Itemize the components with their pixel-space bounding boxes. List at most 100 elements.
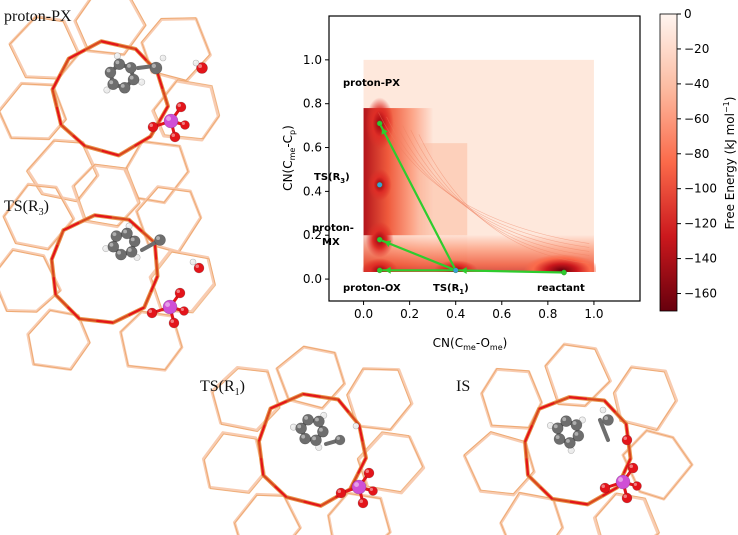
hydrogen-atom-highlight	[291, 424, 294, 428]
colorbar-tick-label: −80	[684, 147, 709, 161]
colorbar-tick-label: −140	[684, 252, 717, 266]
hydrogen-atom-highlight	[160, 55, 163, 58]
oxygen-atom-highlight	[359, 499, 363, 503]
framework-ring	[613, 365, 679, 432]
carbon-atom-highlight	[115, 60, 120, 65]
carbon-atom-highlight	[562, 417, 567, 422]
oxygen-atom	[627, 462, 639, 474]
channel-bond	[52, 277, 57, 295]
oxygen-atom	[368, 486, 378, 496]
framework-ring-shadow	[346, 368, 412, 431]
hydrogen-atom-highlight	[139, 79, 142, 83]
channel-bond	[525, 458, 530, 476]
oxygen-atom-highlight	[198, 64, 202, 68]
landmark-point	[376, 267, 383, 274]
carbon-atom-highlight	[127, 63, 131, 68]
framework-ring	[151, 79, 220, 142]
x-tick-label: 0.6	[492, 307, 511, 321]
channel-bond	[50, 244, 59, 260]
framework-ring	[201, 431, 266, 494]
oxygen-atom	[146, 307, 158, 319]
hydrogen-atom	[599, 406, 607, 414]
x-axis-ticks: 0.0 0.2 0.4 0.6 0.8 1.0	[354, 301, 603, 321]
bond	[598, 418, 610, 442]
y-tick-label: 0.8	[303, 97, 322, 111]
channel-bond	[569, 500, 588, 506]
framework-ring-shadow	[212, 368, 281, 433]
carbon-atom-highlight	[604, 416, 608, 421]
oxygen-atom-highlight	[337, 489, 341, 493]
hydrogen-atom-highlight	[190, 259, 193, 263]
oxygen-atom-highlight	[369, 487, 373, 491]
heatmap-well-reactant	[523, 254, 596, 272]
carbon-atom	[113, 58, 126, 71]
y-tick-label: 1.0	[303, 53, 322, 67]
channel-bond	[538, 401, 555, 410]
carbon-atom-highlight	[566, 438, 570, 443]
panel-label-proton-px: proton-PX	[4, 8, 72, 25]
oxygen-atom	[335, 487, 347, 499]
channel-bond	[357, 457, 367, 475]
aluminum-atom	[163, 113, 179, 129]
channel-bond	[259, 458, 265, 476]
carbon-atom-highlight	[315, 417, 319, 422]
oxygen-atom-highlight	[629, 464, 633, 468]
structure-is	[462, 342, 694, 535]
carbon-atom-highlight	[156, 236, 160, 240]
colorbar-tick-label: −40	[684, 77, 709, 91]
oxygen-atom	[175, 101, 187, 113]
carbon-atom	[551, 422, 564, 434]
path-arrowhead	[384, 266, 391, 274]
hydrogen-atom	[189, 258, 197, 266]
oxygen-atom-highlight	[180, 307, 184, 311]
carbon-atom	[313, 415, 325, 428]
framework-ring	[71, 163, 141, 229]
oxygen-atom	[363, 467, 375, 479]
landmark-point	[376, 236, 383, 243]
channel-bond	[539, 486, 554, 500]
channel-bond	[158, 105, 169, 122]
y-tick-label: 0.4	[303, 184, 322, 198]
carbon-atom	[128, 235, 141, 248]
oxygen-atom-highlight	[171, 133, 175, 137]
hydrogen-atom-highlight	[353, 423, 357, 427]
channel-bond	[94, 214, 112, 219]
oxygen-atom	[168, 317, 180, 329]
framework-ring-shadow	[622, 430, 693, 500]
hydrogen-atom-highlight	[104, 87, 107, 90]
oxygen-atom-highlight	[177, 103, 181, 107]
oxygen-atom-highlight	[148, 309, 152, 313]
x-tick-label: 0.4	[446, 307, 465, 321]
landmark-point	[452, 267, 459, 274]
carbon-atom-highlight	[151, 63, 156, 68]
annotation-proton-ox: proton-OX	[343, 283, 401, 294]
y-tick-label: 0.6	[303, 141, 322, 155]
annotation-ts-r1: TS(R1)	[433, 283, 469, 296]
framework-ring-shadow	[276, 345, 345, 409]
carbon-atom-highlight	[127, 248, 132, 252]
path-arrowhead	[381, 127, 388, 135]
x-axis-label: CN(Cme-Ome)	[433, 336, 508, 352]
channel-bond	[603, 399, 617, 413]
hydrogen-atom-highlight	[580, 417, 583, 421]
annotation-proton-px: proton-PX	[343, 78, 400, 89]
x-tick-label: 0.0	[354, 307, 373, 321]
oxygen-atom-highlight	[365, 469, 369, 473]
channel-bond	[601, 486, 618, 497]
carbon-atom	[564, 437, 576, 449]
oxygen-atom-highlight	[176, 289, 180, 293]
carbon-atom	[299, 432, 311, 445]
oxygen-atom	[357, 497, 369, 509]
oxygen-atom	[621, 434, 633, 446]
y-tick-label: 0.0	[303, 272, 322, 286]
framework-ring	[592, 492, 660, 535]
y-axis-ticks: 0.0 0.2 0.4 0.6 0.8 1.0	[303, 53, 329, 286]
carbon-atom-highlight	[572, 421, 577, 425]
oxygen-atom	[174, 287, 186, 299]
carbon-atom	[149, 61, 163, 75]
channel-bond	[128, 306, 145, 317]
annotation-proton-mx-line2: MX	[322, 237, 340, 248]
colorbar-tick-label: −160	[684, 287, 717, 301]
carbon-atom-highlight	[319, 427, 323, 432]
heatmap-contour	[418, 134, 590, 264]
